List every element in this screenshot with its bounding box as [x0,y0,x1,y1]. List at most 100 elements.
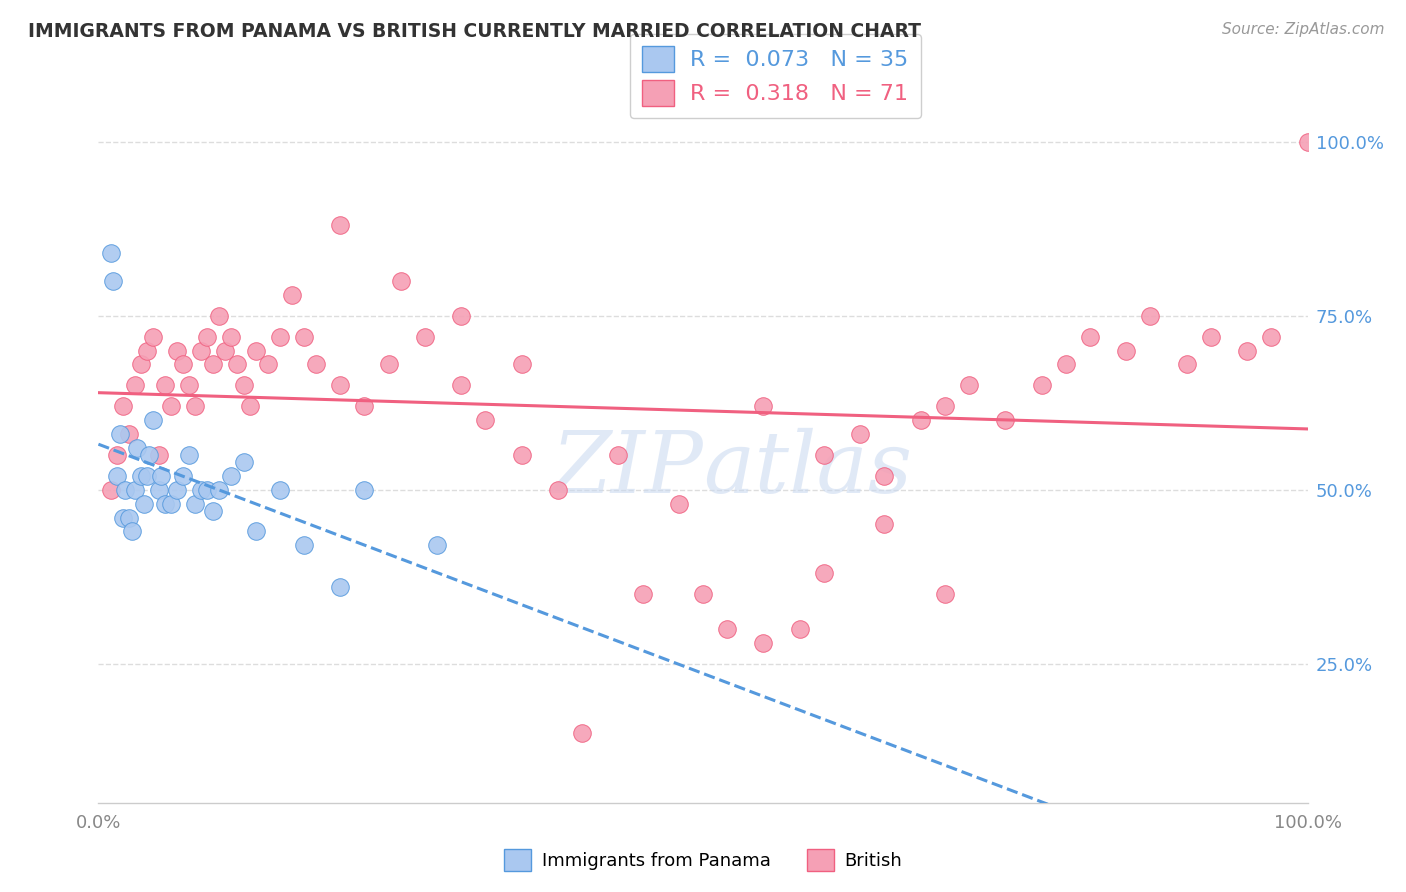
Point [135,343,157,358]
Point [813,566,835,581]
Point [789,622,811,636]
Point [269,483,291,497]
Point [1031,378,1053,392]
Point [957,378,980,392]
Point [118,510,141,524]
Point [135,468,157,483]
Point [232,455,254,469]
Point [100,483,122,497]
Point [202,358,225,372]
Point [153,497,176,511]
Point [160,497,183,511]
Point [148,448,170,462]
Point [202,503,225,517]
Point [571,726,593,740]
Point [377,358,399,372]
Point [138,448,160,462]
Point [184,399,207,413]
Point [118,427,141,442]
Point [1199,329,1222,343]
Point [239,399,262,413]
Point [221,329,243,343]
Point [226,358,249,372]
Point [1054,358,1077,372]
Point [245,524,267,539]
Point [127,441,149,455]
Point [353,399,375,413]
Point [353,483,375,497]
Point [329,219,352,233]
Point [124,378,146,392]
Point [692,587,714,601]
Point [305,358,328,372]
Point [166,483,188,497]
Point [873,517,896,532]
Point [190,483,212,497]
Legend: R =  0.073   N = 35, R =  0.318   N = 71: R = 0.073 N = 35, R = 0.318 N = 71 [630,34,921,118]
Point [142,413,165,427]
Point [292,538,315,552]
Point [190,343,212,358]
Point [100,246,122,260]
Point [474,413,496,427]
Point [150,468,173,483]
Point [813,448,835,462]
Point [179,448,201,462]
Point [134,497,156,511]
Point [153,378,176,392]
Point [281,288,304,302]
Point [105,468,128,483]
Point [121,524,143,539]
Text: IMMIGRANTS FROM PANAMA VS BRITISH CURRENTLY MARRIED CORRELATION CHART: IMMIGRANTS FROM PANAMA VS BRITISH CURREN… [28,22,921,41]
Point [172,358,194,372]
Point [426,538,449,552]
Point [129,468,152,483]
Point [1139,309,1161,323]
Point [195,483,218,497]
Point [105,448,128,462]
Point [214,343,236,358]
Point [269,329,291,343]
Point [934,399,956,413]
Point [1078,329,1101,343]
Point [849,427,872,442]
Point [450,309,472,323]
Point [114,483,136,497]
Point [389,274,412,288]
Point [510,358,533,372]
Legend: Immigrants from Panama, British: Immigrants from Panama, British [496,842,910,879]
Point [184,497,207,511]
Point [668,497,690,511]
Point [873,468,896,483]
Point [160,399,183,413]
Point [221,468,243,483]
Point [142,329,165,343]
Point [994,413,1017,427]
Point [232,378,254,392]
Point [172,468,194,483]
Point [245,343,267,358]
Point [292,329,315,343]
Point [1236,343,1258,358]
Point [179,378,201,392]
Point [547,483,569,497]
Point [208,309,231,323]
Point [716,622,738,636]
Point [208,483,231,497]
Point [607,448,630,462]
Point [124,483,146,497]
Text: ZIP: ZIP [551,427,703,510]
Point [1296,135,1319,149]
Point [329,580,352,594]
Point [934,587,956,601]
Point [413,329,436,343]
Point [1115,343,1137,358]
Point [329,378,352,392]
Point [148,483,170,497]
Point [256,358,278,372]
Point [101,274,124,288]
Point [752,636,775,650]
Point [1260,329,1282,343]
Text: Source: ZipAtlas.com: Source: ZipAtlas.com [1222,22,1385,37]
Point [108,427,131,442]
